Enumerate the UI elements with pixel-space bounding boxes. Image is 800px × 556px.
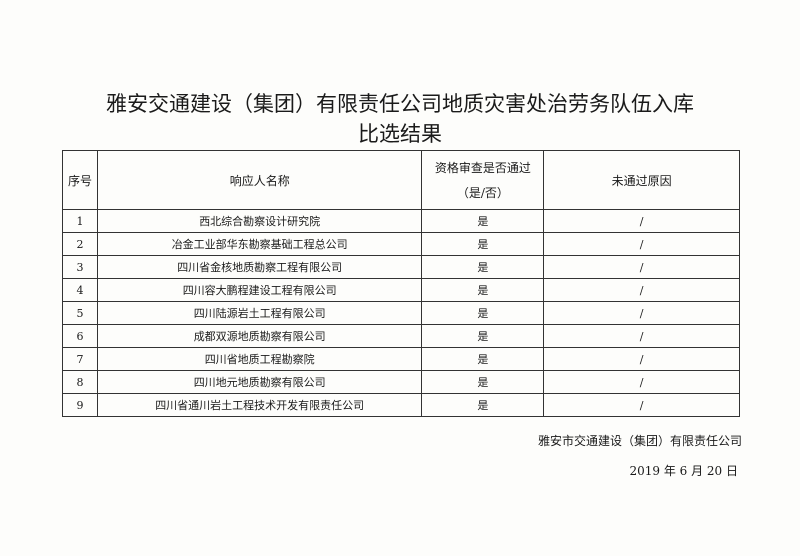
table-row: 4 四川容大鹏程建设工程有限公司是 / <box>62 278 740 302</box>
cell-reason: / <box>543 347 740 371</box>
cell-pass: 是 <box>421 255 545 279</box>
table-row: 7 四川省地质工程勘察院是 / <box>62 347 740 371</box>
header-pass-line1: 资格审查是否通过 <box>434 161 531 175</box>
table-row: 3 四川省金核地质勘察工程有限公司是 / <box>62 255 740 279</box>
cell-index: 5 <box>62 301 98 325</box>
results-table: 序号 响应人名称 资格审查是否通过 （是/否） 未通过原因 1 西北综合勘察设计研究… <box>62 150 740 417</box>
cell-pass: 是 <box>421 370 545 394</box>
document-title: 雅安交通建设（集团）有限责任公司地质灾害处治劳务队伍入库 <box>106 92 694 116</box>
table-row: 2 冶金工业部华东勘察基础工程总公司是 / <box>62 232 740 256</box>
cell-reason: / <box>543 393 740 417</box>
cell-reason: / <box>543 278 740 302</box>
cell-reason: / <box>543 255 740 279</box>
table-row: 8 四川地元地质勘察有限公司是 / <box>62 370 740 394</box>
cell-index: 2 <box>62 232 98 256</box>
cell-index: 7 <box>62 347 98 371</box>
cell-name: 冶金工业部华东勘察基础工程总公司 <box>96 232 423 256</box>
footer-company: 雅安市交通建设（集团）有限责任公司 <box>537 434 742 448</box>
cell-reason: / <box>543 209 740 233</box>
cell-pass: 是 <box>421 301 545 325</box>
cell-name: 四川地元地质勘察有限公司 <box>96 370 423 394</box>
cell-reason: / <box>543 324 740 348</box>
table-header-row: 序号 响应人名称 资格审查是否通过 （是/否） 未通过原因 <box>62 150 740 210</box>
cell-pass: 是 <box>421 393 545 417</box>
cell-name: 四川省地质工程勘察院 <box>96 347 423 371</box>
header-name: 响应人名称 <box>96 150 423 210</box>
cell-index: 6 <box>62 324 98 348</box>
cell-name: 四川容大鹏程建设工程有限公司 <box>96 278 423 302</box>
table-row: 1 西北综合勘察设计研究院是 / <box>62 209 740 233</box>
header-reason: 未通过原因 <box>543 150 740 210</box>
table-row: 6 成都双源地质勘察有限公司是 / <box>62 324 740 348</box>
cell-index: 3 <box>62 255 98 279</box>
cell-pass: 是 <box>421 278 545 302</box>
table-row: 5 四川陆源岩土工程有限公司是 / <box>62 301 740 325</box>
cell-name: 四川省通川岩土工程技术开发有限责任公司 <box>96 393 423 417</box>
cell-pass: 是 <box>421 232 545 256</box>
cell-name: 成都双源地质勘察有限公司 <box>96 324 423 348</box>
cell-pass: 是 <box>421 324 545 348</box>
cell-reason: / <box>543 301 740 325</box>
table-row: 9 四川省通川岩土工程技术开发有限责任公司是 / <box>62 393 740 417</box>
header-pass-line2: （是/否） <box>456 186 509 200</box>
cell-name: 四川陆源岩土工程有限公司 <box>96 301 423 325</box>
cell-index: 1 <box>62 209 98 233</box>
cell-index: 8 <box>62 370 98 394</box>
cell-name: 四川省金核地质勘察工程有限公司 <box>96 255 423 279</box>
cell-pass: 是 <box>421 347 545 371</box>
cell-index: 4 <box>62 278 98 302</box>
cell-reason: / <box>543 370 740 394</box>
cell-pass: 是 <box>421 209 545 233</box>
header-pass: 资格审查是否通过 （是/否） <box>421 150 545 210</box>
footer-date: 2019 年 6 月 20 日 <box>629 464 738 478</box>
header-index: 序号 <box>62 150 98 210</box>
document-subtitle: 比选结果 <box>358 122 442 146</box>
cell-index: 9 <box>62 393 98 417</box>
cell-name: 西北综合勘察设计研究院 <box>96 209 423 233</box>
cell-reason: / <box>543 232 740 256</box>
